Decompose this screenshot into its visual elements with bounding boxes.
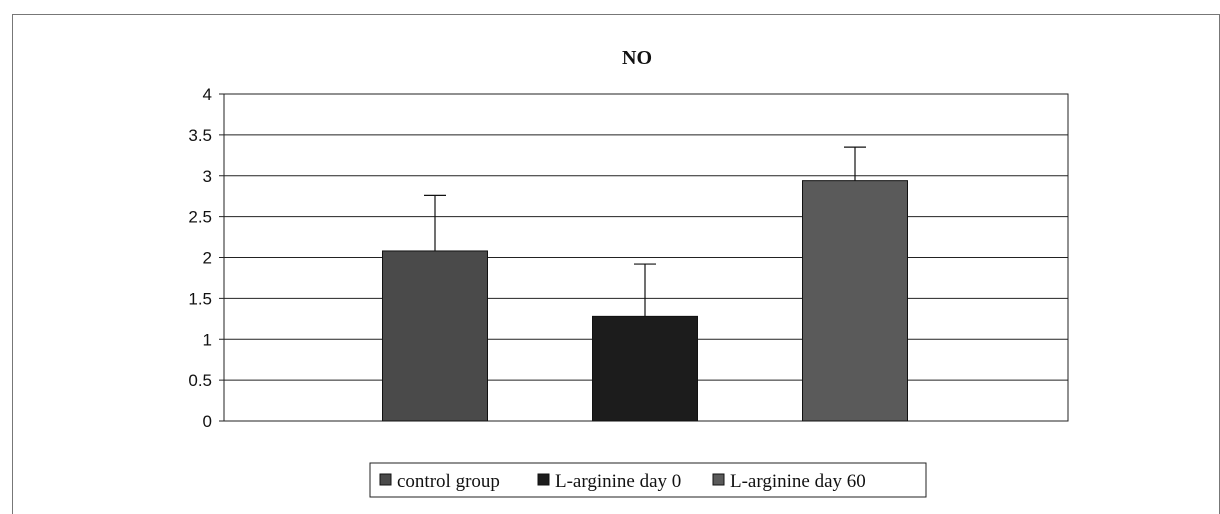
y-tick-label: 1.5 xyxy=(188,289,212,308)
y-axis-ticks: 0 0.5 1 1.5 2 2.5 3 3.5 4 xyxy=(188,85,212,431)
y-tick-label: 0 xyxy=(203,412,212,431)
bar xyxy=(382,250,488,422)
legend-swatch xyxy=(537,473,550,486)
y-tick-label: 0.5 xyxy=(188,371,212,390)
error-bars xyxy=(424,146,866,317)
bars xyxy=(382,180,908,422)
legend: control group L-arginine day 0 L-arginine … xyxy=(369,462,927,498)
legend-swatch xyxy=(379,473,392,486)
legend-box xyxy=(369,462,927,498)
y-tick-label: 3 xyxy=(203,167,212,186)
y-tick-label: 3.5 xyxy=(188,126,212,145)
y-tick-label: 2 xyxy=(203,249,212,268)
y-tick-label: 2.5 xyxy=(188,208,212,227)
y-tick-label: 4 xyxy=(203,85,212,104)
legend-label: L-arginine day 60 xyxy=(730,471,866,492)
bar xyxy=(802,180,908,422)
legend-label: L-arginine day 0 xyxy=(555,471,681,492)
legend-swatch xyxy=(712,473,725,486)
legend-label: control group xyxy=(397,471,500,492)
bar xyxy=(592,315,698,422)
y-tick-label: 1 xyxy=(203,330,212,349)
chart-title: NO xyxy=(622,47,652,69)
